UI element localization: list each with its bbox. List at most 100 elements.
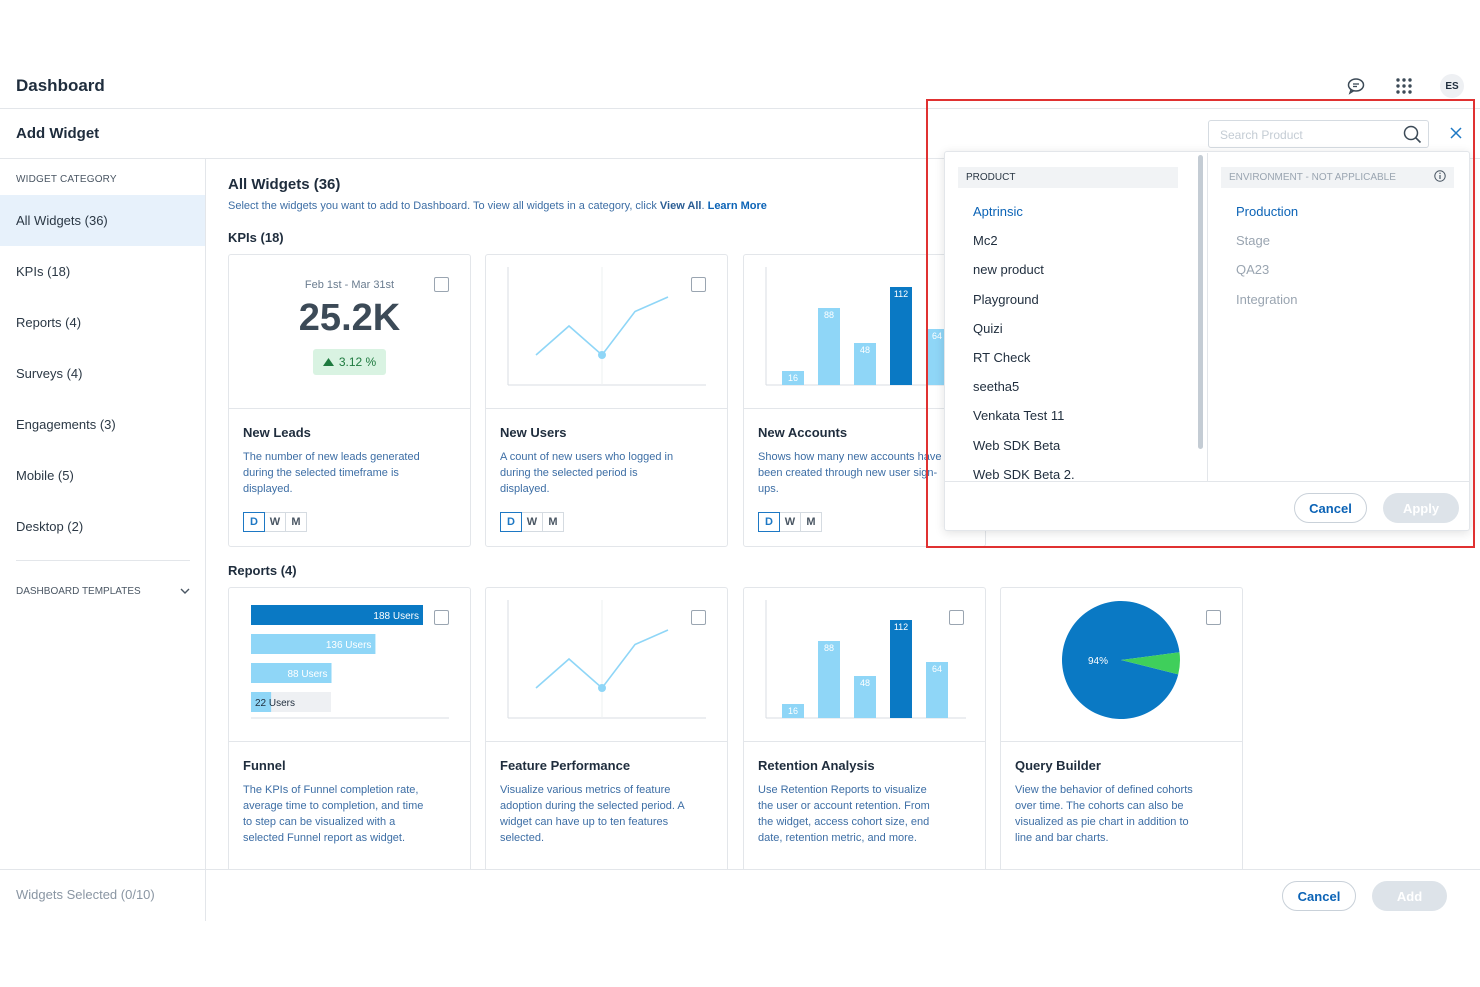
kpi-date-range: Feb 1st - Mar 31st <box>304 279 395 291</box>
product-item[interactable]: RT Check <box>973 350 1031 366</box>
period-day-button[interactable]: D <box>758 512 780 532</box>
environment-item[interactable]: Integration <box>1236 291 1298 307</box>
widget-checkbox[interactable] <box>691 277 706 292</box>
product-list-scrollbar[interactable] <box>1195 153 1207 481</box>
widget-checkbox[interactable] <box>434 277 449 292</box>
product-item[interactable]: Aptrinsic <box>973 204 1023 220</box>
dropdown-apply-button[interactable]: Apply <box>1383 493 1459 523</box>
widget-checkbox[interactable] <box>949 610 964 625</box>
product-item[interactable]: Web SDK Beta <box>973 437 1061 453</box>
bar-chart-preview: 16 88 48 112 64 <box>744 255 985 409</box>
funnel-bar <box>251 605 423 625</box>
period-day-button[interactable]: D <box>243 512 265 532</box>
sidebar-item-mobile[interactable]: Mobile (5) <box>16 468 74 483</box>
period-month-button[interactable]: M <box>800 512 822 532</box>
sidebar-item-engagements[interactable]: Engagements (3) <box>16 417 116 432</box>
bar <box>818 308 840 385</box>
product-item[interactable]: Playground <box>973 291 1039 307</box>
product-item[interactable]: Quizi <box>973 320 1003 336</box>
product-list[interactable]: Aptrinsic Mc2 new product Playground Qui… <box>973 197 1193 479</box>
add-button[interactable]: Add <box>1372 881 1447 911</box>
environment-list[interactable]: Production Stage QA23 Integration <box>1236 197 1436 314</box>
environment-item[interactable]: Stage <box>1236 233 1270 249</box>
info-icon[interactable] <box>1434 170 1446 185</box>
pie-chart-preview: 94% <box>1001 588 1242 742</box>
avatar[interactable]: ES <box>1440 74 1464 98</box>
environment-item[interactable]: QA23 <box>1236 262 1270 278</box>
dropdown-footer-divider <box>945 481 1469 482</box>
environment-item[interactable]: Production <box>1236 204 1299 220</box>
widget-description: The number of new leads generated during… <box>243 451 420 495</box>
pie-label: 94% <box>1088 656 1108 667</box>
widget-name: Query Builder <box>1015 758 1101 773</box>
pie-slice-small <box>1121 652 1180 675</box>
sidebar-item-all-widgets[interactable]: All Widgets (36) <box>0 195 205 246</box>
funnel-label: 188 Users <box>373 611 419 622</box>
bar-value-label: 88 <box>824 643 834 653</box>
bar-value-label: 48 <box>860 345 870 355</box>
sidebar-item-surveys[interactable]: Surveys (4) <box>16 366 83 381</box>
environment-header-label: ENVIRONMENT - NOT APPLICABLE <box>1229 172 1396 183</box>
bar-value-label: 48 <box>860 678 870 688</box>
cancel-button[interactable]: Cancel <box>1282 881 1356 911</box>
line-chart-preview <box>486 588 727 742</box>
widget-checkbox[interactable] <box>1206 610 1221 625</box>
widget-name: New Leads <box>243 425 311 440</box>
learn-more-link[interactable]: Learn More <box>707 200 767 212</box>
period-week-button[interactable]: W <box>779 512 801 532</box>
pie-chart: 94% <box>1062 601 1180 719</box>
funnel-label: 22 Users <box>255 698 295 709</box>
dropdown-cancel-button[interactable]: Cancel <box>1294 493 1367 523</box>
period-toggle: D W M <box>758 512 822 532</box>
product-environment-dropdown: PRODUCT Aptrinsic Mc2 new product Playgr… <box>944 151 1470 531</box>
search-product-field[interactable]: Search Product <box>1208 120 1429 148</box>
period-week-button[interactable]: W <box>521 512 543 532</box>
widget-card-feature-performance[interactable]: Feature Performance Visualize various me… <box>485 587 728 869</box>
line-chart <box>507 600 706 719</box>
dashboard-templates-toggle[interactable]: DASHBOARD TEMPLATES <box>16 586 190 597</box>
sidebar-item-kpis[interactable]: KPIs (18) <box>16 264 71 279</box>
widget-name: New Accounts <box>758 425 848 440</box>
widget-card-query-builder[interactable]: 94% Query Builder View the behavior of d… <box>1000 587 1243 869</box>
chat-bubble-icon[interactable] <box>1344 74 1368 98</box>
line-chart-preview <box>486 255 727 409</box>
period-month-button[interactable]: M <box>285 512 307 532</box>
widget-category-heading: WIDGET CATEGORY <box>16 174 117 185</box>
product-item[interactable]: Web SDK Beta 2. <box>973 466 1075 479</box>
widget-card-funnel[interactable]: 188 Users 136 Users 88 Users 22 Users Funne… <box>228 587 471 869</box>
widget-card-retention-analysis[interactable]: 16 88 48 112 64 Retention Analysis Use Reten… <box>743 587 986 869</box>
reports-section-title: Reports (4) <box>228 563 297 578</box>
bar-value-label: 64 <box>932 664 942 674</box>
product-item[interactable]: Venkata Test 11 <box>973 408 1065 424</box>
close-icon[interactable] <box>1448 125 1464 146</box>
kpi-change-value: 3.12 % <box>338 355 377 369</box>
product-item[interactable]: new product <box>973 262 1044 278</box>
funnel-chart: 188 Users 136 Users 88 Users 22 Users <box>251 605 449 719</box>
period-week-button[interactable]: W <box>264 512 286 532</box>
product-item[interactable]: Mc2 <box>973 233 998 249</box>
period-month-button[interactable]: M <box>542 512 564 532</box>
widget-checkbox[interactable] <box>434 610 449 625</box>
pie-slice-main <box>1062 601 1180 719</box>
sidebar-item-desktop[interactable]: Desktop (2) <box>16 519 84 534</box>
widget-card-new-leads[interactable]: Feb 1st - Mar 31st 25.2K 3.12 % New Lead… <box>228 254 471 547</box>
widget-category-sidebar: WIDGET CATEGORY All Widgets (36) KPIs (1… <box>0 159 206 869</box>
funnel-bar <box>251 634 376 654</box>
widget-checkbox[interactable] <box>691 610 706 625</box>
widget-name: New Users <box>500 425 567 440</box>
bar <box>890 620 912 718</box>
widget-description: Visualize various metrics of feature ado… <box>500 784 685 844</box>
scrollbar-thumb[interactable] <box>1198 155 1203 449</box>
top-bar: Dashboard ES <box>0 62 1480 109</box>
view-all-link[interactable]: View All <box>659 200 702 212</box>
footer-bar: Widgets Selected (0/10) Cancel Add <box>0 869 1480 921</box>
product-item[interactable]: seetha5 <box>973 379 1020 395</box>
widget-card-new-users[interactable]: New Users A count of new users who logge… <box>485 254 728 547</box>
search-input[interactable]: Search Product <box>1220 128 1303 142</box>
apps-grid-icon[interactable] <box>1392 74 1416 98</box>
period-toggle: D W M <box>243 512 307 532</box>
period-day-button[interactable]: D <box>500 512 522 532</box>
dashboard-templates-label: DASHBOARD TEMPLATES <box>16 586 141 597</box>
sidebar-item-reports[interactable]: Reports (4) <box>16 315 82 330</box>
search-icon[interactable] <box>1403 125 1422 149</box>
